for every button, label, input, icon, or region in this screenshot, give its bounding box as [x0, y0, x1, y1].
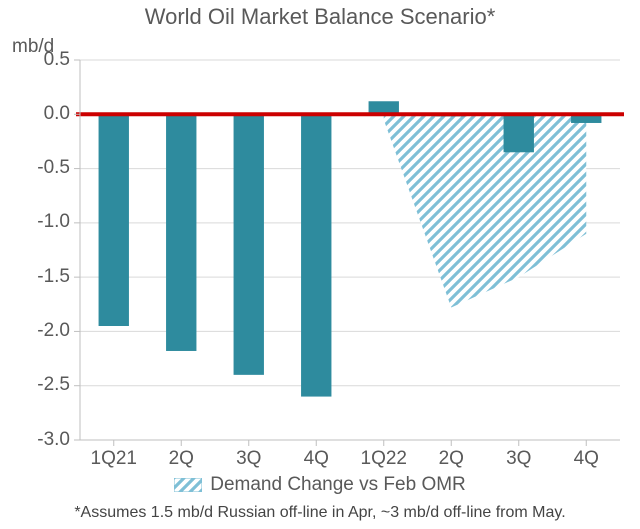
balance-bar [504, 114, 534, 152]
y-tick-label: 0.0 [44, 103, 70, 125]
y-tick-label: 0.5 [44, 49, 70, 71]
y-tick-label: -2.0 [37, 320, 70, 342]
y-tick-label: -1.5 [37, 266, 70, 288]
x-tick-label: 4Q [574, 448, 599, 470]
footnote: *Assumes 1.5 mb/d Russian off-line in Ap… [0, 504, 640, 522]
legend-label: Demand Change vs Feb OMR [210, 474, 466, 496]
legend: Demand Change vs Feb OMR [0, 474, 640, 498]
y-tick-label: -1.0 [37, 211, 70, 233]
x-tick-label: 4Q [304, 448, 329, 470]
balance-bar [166, 114, 196, 351]
x-tick-label: 2Q [169, 448, 194, 470]
y-tick-label: -0.5 [37, 157, 70, 179]
balance-bar [234, 114, 264, 375]
x-tick-label: 1Q22 [361, 448, 407, 470]
chart-container: World Oil Market Balance Scenario* mb/d … [0, 0, 640, 529]
x-tick-label: 2Q [439, 448, 464, 470]
y-tick-label: -3.0 [37, 429, 70, 451]
balance-bar [301, 114, 331, 396]
x-tick-label: 3Q [236, 448, 261, 470]
x-tick-label: 1Q21 [91, 448, 137, 470]
y-tick-label: -2.5 [37, 374, 70, 396]
x-tick-label: 3Q [506, 448, 531, 470]
demand-change-area [384, 114, 587, 307]
balance-bar [99, 114, 129, 326]
legend-swatch-hatch-icon [174, 478, 202, 492]
